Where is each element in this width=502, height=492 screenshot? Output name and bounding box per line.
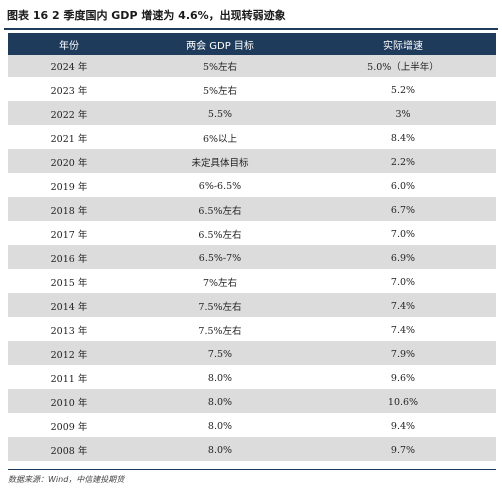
cell-actual: 7.0% bbox=[310, 223, 496, 247]
table-row: 2017 年 6.5%左右 7.0% bbox=[8, 223, 496, 247]
cell-year: 2024 年 bbox=[8, 55, 130, 79]
cell-year: 2014 年 bbox=[8, 295, 130, 319]
table-row: 2009 年 8.0% 9.4% bbox=[8, 415, 496, 439]
cell-actual: 9.6% bbox=[310, 367, 496, 391]
table-row: 2015 年 7%左右 7.0% bbox=[8, 271, 496, 295]
table-row: 2013 年 7.5%左右 7.4% bbox=[8, 319, 496, 343]
cell-actual: 6.9% bbox=[310, 247, 496, 271]
cell-year: 2021 年 bbox=[8, 127, 130, 151]
cell-year: 2015 年 bbox=[8, 271, 130, 295]
cell-actual: 7.9% bbox=[310, 343, 496, 367]
cell-year: 2017 年 bbox=[8, 223, 130, 247]
cell-actual: 10.6% bbox=[310, 391, 496, 415]
cell-year: 2016 年 bbox=[8, 247, 130, 271]
source-note: 数据来源：Wind，中信建投期货 bbox=[8, 475, 125, 484]
title-divider bbox=[4, 28, 498, 30]
cell-actual: 7.4% bbox=[310, 319, 496, 343]
cell-target: 5.5% bbox=[130, 103, 310, 127]
table-row: 2022 年 5.5% 3% bbox=[8, 103, 496, 127]
table-header-row: 年份 两会 GDP 目标 实际增速 bbox=[8, 33, 496, 55]
cell-year: 2012 年 bbox=[8, 343, 130, 367]
cell-actual: 6.7% bbox=[310, 199, 496, 223]
table-row: 2012 年 7.5% 7.9% bbox=[8, 343, 496, 367]
table-row: 2011 年 8.0% 9.6% bbox=[8, 367, 496, 391]
cell-actual: 2.2% bbox=[310, 151, 496, 175]
cell-actual: 5.2% bbox=[310, 79, 496, 103]
table-row: 2023 年 5%左右 5.2% bbox=[8, 79, 496, 103]
cell-year: 2009 年 bbox=[8, 415, 130, 439]
cell-actual: 7.4% bbox=[310, 295, 496, 319]
cell-target: 未定具体目标 bbox=[130, 151, 310, 175]
cell-target: 6.5%左右 bbox=[130, 223, 310, 247]
cell-target: 8.0% bbox=[130, 367, 310, 391]
cell-year: 2013 年 bbox=[8, 319, 130, 343]
header-target: 两会 GDP 目标 bbox=[130, 33, 310, 55]
cell-actual: 5.0%（上半年） bbox=[310, 55, 496, 79]
cell-year: 2019 年 bbox=[8, 175, 130, 199]
table-row: 2024 年 5%左右 5.0%（上半年） bbox=[8, 55, 496, 79]
cell-target: 7.5%左右 bbox=[130, 319, 310, 343]
cell-actual: 9.7% bbox=[310, 439, 496, 463]
cell-target: 7.5%左右 bbox=[130, 295, 310, 319]
header-year: 年份 bbox=[8, 33, 130, 55]
table-row: 2021 年 6%以上 8.4% bbox=[8, 127, 496, 151]
cell-target: 6%-6.5% bbox=[130, 175, 310, 199]
cell-target: 5%左右 bbox=[130, 79, 310, 103]
table-row: 2020 年未定具体目标 2.2% bbox=[8, 151, 496, 175]
cell-target: 6.5%左右 bbox=[130, 199, 310, 223]
cell-actual: 6.0% bbox=[310, 175, 496, 199]
table-row: 2008 年 8.0% 9.7% bbox=[8, 439, 496, 463]
cell-target: 6.5%-7% bbox=[130, 247, 310, 271]
table-row: 2018 年 6.5%左右 6.7% bbox=[8, 199, 496, 223]
cell-target: 7.5% bbox=[130, 343, 310, 367]
cell-target: 8.0% bbox=[130, 439, 310, 463]
table-row: 2010 年 8.0% 10.6% bbox=[8, 391, 496, 415]
table-row: 2014 年 7.5%左右 7.4% bbox=[8, 295, 496, 319]
figure-title: 图表 16 2 季度国内 GDP 增速为 4.6%，出现转弱迹象 bbox=[7, 9, 286, 22]
cell-target: 6%以上 bbox=[130, 127, 310, 151]
cell-actual: 8.4% bbox=[310, 127, 496, 151]
cell-year: 2020 年 bbox=[8, 151, 130, 175]
cell-actual: 7.0% bbox=[310, 271, 496, 295]
gdp-table: 年份 两会 GDP 目标 实际增速 2024 年 5%左右 5.0%（上半年） 202… bbox=[8, 33, 496, 463]
cell-target: 7%左右 bbox=[130, 271, 310, 295]
cell-year: 2023 年 bbox=[8, 79, 130, 103]
cell-year: 2018 年 bbox=[8, 199, 130, 223]
table-row: 2016 年 6.5%-7% 6.9% bbox=[8, 247, 496, 271]
cell-target: 8.0% bbox=[130, 391, 310, 415]
cell-year: 2011 年 bbox=[8, 367, 130, 391]
cell-actual: 3% bbox=[310, 103, 496, 127]
table-bottom-rule bbox=[8, 469, 496, 470]
table-row: 2019 年 6%-6.5% 6.0% bbox=[8, 175, 496, 199]
header-actual: 实际增速 bbox=[310, 33, 496, 55]
cell-year: 2008 年 bbox=[8, 439, 130, 463]
cell-year: 2022 年 bbox=[8, 103, 130, 127]
cell-actual: 9.4% bbox=[310, 415, 496, 439]
cell-target: 8.0% bbox=[130, 415, 310, 439]
cell-year: 2010 年 bbox=[8, 391, 130, 415]
cell-target: 5%左右 bbox=[130, 55, 310, 79]
